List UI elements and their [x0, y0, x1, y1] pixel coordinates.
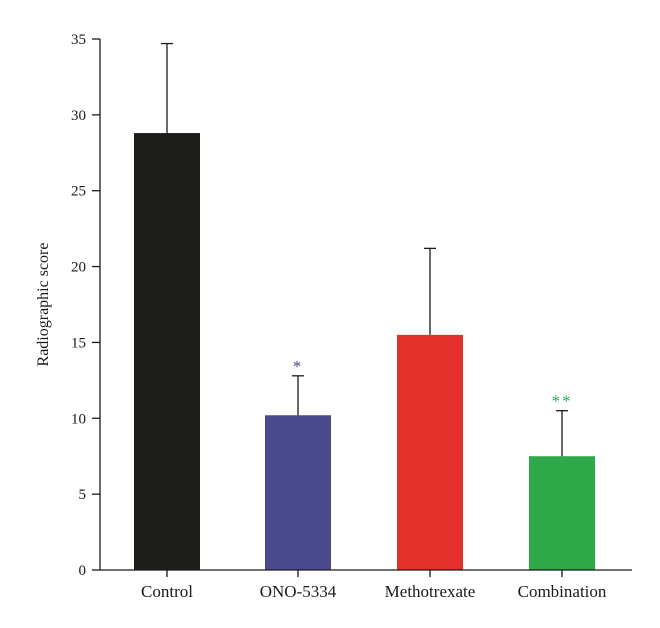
x-tick-label: Control [141, 582, 193, 601]
x-tick-label: Combination [518, 582, 607, 601]
x-tick-label: Methotrexate [385, 582, 476, 601]
bar-ono-5334 [265, 415, 331, 570]
y-tick-label: 35 [71, 32, 86, 48]
x-tick-label: ONO-5334 [260, 582, 337, 601]
error-bars-layer [161, 42, 568, 457]
y-tick-label: 25 [71, 184, 86, 200]
bar-combination [529, 456, 595, 570]
bars-layer [134, 133, 595, 570]
y-tick-label: 30 [71, 108, 86, 124]
annotations-layer: *** [293, 357, 573, 411]
bar-methotrexate [397, 334, 463, 570]
y-tick-label: 5 [79, 487, 87, 503]
y-tick-label: 0 [79, 563, 87, 579]
y-ticks-layer: 0 5 10 15 20 25 30 35 [71, 32, 100, 579]
significance-marker: ** [552, 392, 573, 411]
y-tick-label: 10 [71, 411, 86, 427]
bar-control [134, 133, 200, 570]
significance-marker: * [293, 357, 304, 376]
y-tick-label: 20 [71, 260, 86, 276]
y-axis-label: Radiographic score [35, 243, 52, 367]
y-tick-label: 15 [71, 335, 86, 351]
x-labels-layer: Control ONO-5334 Methotrexate Combination [141, 570, 607, 601]
